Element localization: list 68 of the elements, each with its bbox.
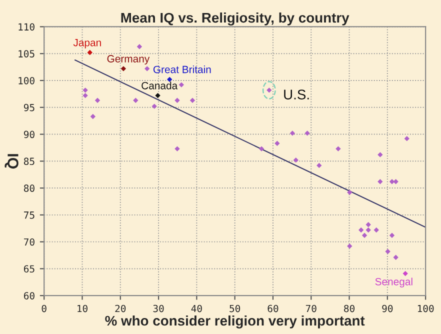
- point: [87, 50, 92, 56]
- y-tick-label: 70: [24, 238, 34, 246]
- y-tick-label: 90: [24, 130, 34, 138]
- point: [393, 178, 398, 184]
- point: [90, 114, 96, 120]
- x-tick-label: 20: [115, 304, 126, 312]
- x-tick-label: 40: [191, 304, 202, 312]
- point: [152, 104, 157, 109]
- point: [402, 270, 408, 276]
- point: [366, 222, 371, 228]
- point: [366, 227, 371, 233]
- point: [293, 157, 298, 163]
- point: [94, 98, 100, 103]
- x-tick-label: 50: [230, 304, 240, 312]
- y-tick-label: 85: [24, 158, 34, 166]
- y-tick-label: 110: [18, 23, 34, 31]
- point: [133, 98, 138, 103]
- series-label: Canada: [142, 82, 178, 90]
- chart-title: Mean IQ vs. Religiosity, by country: [121, 12, 350, 26]
- y-tick-label: 60: [24, 292, 34, 300]
- point: [174, 98, 180, 103]
- point: [336, 146, 341, 152]
- y-axis-title: IQ: [4, 154, 18, 169]
- point: [385, 248, 390, 254]
- point: [393, 254, 398, 260]
- x-tick-label: 100: [418, 304, 434, 312]
- point: [82, 88, 88, 93]
- point: [82, 92, 88, 98]
- point: [378, 152, 383, 158]
- point: [136, 44, 142, 50]
- y-tick-label: 95: [24, 104, 34, 112]
- point: [178, 82, 184, 88]
- series-label: Germany: [107, 55, 150, 64]
- point: [190, 98, 196, 103]
- point: [358, 227, 364, 233]
- point: [174, 146, 180, 152]
- point: [362, 232, 368, 238]
- point: [258, 146, 264, 152]
- series-label: Senegal: [375, 278, 412, 288]
- x-tick-label: 70: [306, 304, 316, 312]
- point: [347, 190, 352, 195]
- series-label: Great Britain: [153, 66, 211, 74]
- y-tick-label: 80: [24, 184, 34, 192]
- x-tick-label: 60: [268, 304, 278, 312]
- x-axis-title: % who consider religion very important: [105, 315, 365, 328]
- point: [374, 227, 379, 233]
- annotation: U.S.: [284, 90, 309, 100]
- point: [347, 244, 352, 249]
- point: [144, 66, 150, 72]
- point: [389, 232, 395, 238]
- x-tick-label: 90: [382, 304, 393, 312]
- y-tick-label: 105: [18, 50, 34, 58]
- x-tick-label: 0: [42, 304, 46, 312]
- y-tick-label: 100: [18, 77, 34, 84]
- point: [274, 140, 280, 146]
- x-tick-label: 30: [153, 304, 164, 312]
- x-tick-label: 80: [344, 304, 354, 312]
- point: [304, 130, 310, 136]
- point: [316, 162, 322, 168]
- point: [120, 66, 126, 72]
- x-tick-label: 10: [78, 304, 88, 312]
- series-label: Japan: [73, 39, 101, 48]
- y-tick-label: 65: [24, 265, 34, 273]
- y-tick-label: 75: [24, 212, 34, 219]
- point: [155, 92, 160, 98]
- point: [404, 136, 410, 142]
- point: [290, 130, 296, 136]
- point: [378, 178, 383, 184]
